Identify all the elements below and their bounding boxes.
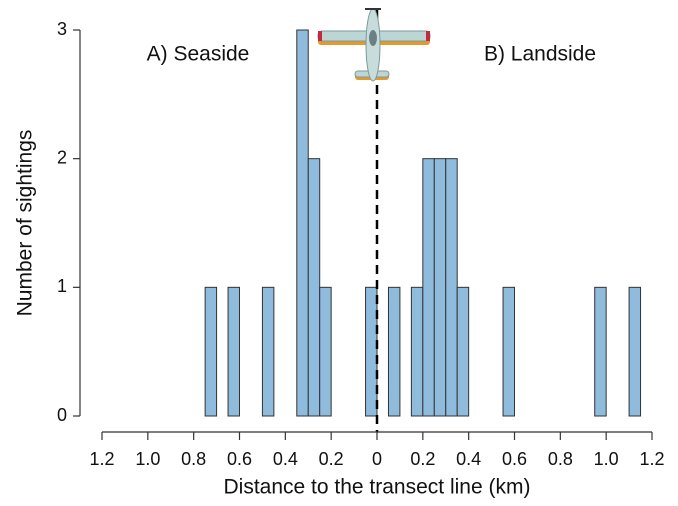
histogram-bar [227, 286, 241, 417]
x-tick-label: 1.0 [594, 449, 619, 469]
histogram-bar [387, 286, 401, 417]
plane-cockpit [369, 30, 377, 46]
x-tick-label: 0 [372, 449, 382, 469]
x-tick-label: 0.2 [410, 449, 435, 469]
x-tick-label: 0.2 [319, 449, 344, 469]
histogram-bar [204, 286, 218, 417]
x-tick-label: 0.4 [456, 449, 481, 469]
histogram-bar [307, 158, 321, 417]
annotation: B) Landside [484, 43, 596, 66]
histogram-bar [410, 286, 424, 417]
histogram-bar [628, 286, 642, 417]
histogram-bar [594, 286, 607, 417]
histogram-bar [261, 286, 275, 417]
histogram-bar [456, 286, 470, 417]
x-tick-label: 1.0 [135, 449, 160, 469]
y-tick-label: 1 [57, 276, 67, 296]
annotation: A) Seaside [147, 43, 250, 66]
plane-wingtip [426, 31, 430, 41]
x-tick-label: 0.8 [548, 449, 573, 469]
histogram-bar [319, 286, 332, 417]
histogram-bar [422, 158, 435, 417]
histogram-bar [365, 286, 378, 417]
histogram-bar [433, 158, 447, 417]
plane-wingtip [318, 31, 322, 41]
x-tick-label: 1.2 [639, 449, 664, 469]
x-tick-label: 0.4 [273, 449, 298, 469]
x-tick-label: 0.6 [502, 449, 527, 469]
y-tick-label: 3 [57, 19, 67, 39]
x-tick-label: 0.6 [227, 449, 252, 469]
histogram-bar [445, 158, 458, 417]
y-axis-title: Number of sightings [14, 130, 37, 317]
histogram-bar [502, 286, 515, 417]
histogram-bar [296, 29, 309, 417]
y-tick-label: 0 [57, 405, 67, 425]
x-axis-title: Distance to the transect line (km) [224, 476, 531, 499]
y-tick-label: 2 [57, 147, 67, 167]
x-tick-label: 1.2 [89, 449, 114, 469]
x-tick-label: 0.8 [181, 449, 206, 469]
airplane-icon [317, 8, 431, 82]
